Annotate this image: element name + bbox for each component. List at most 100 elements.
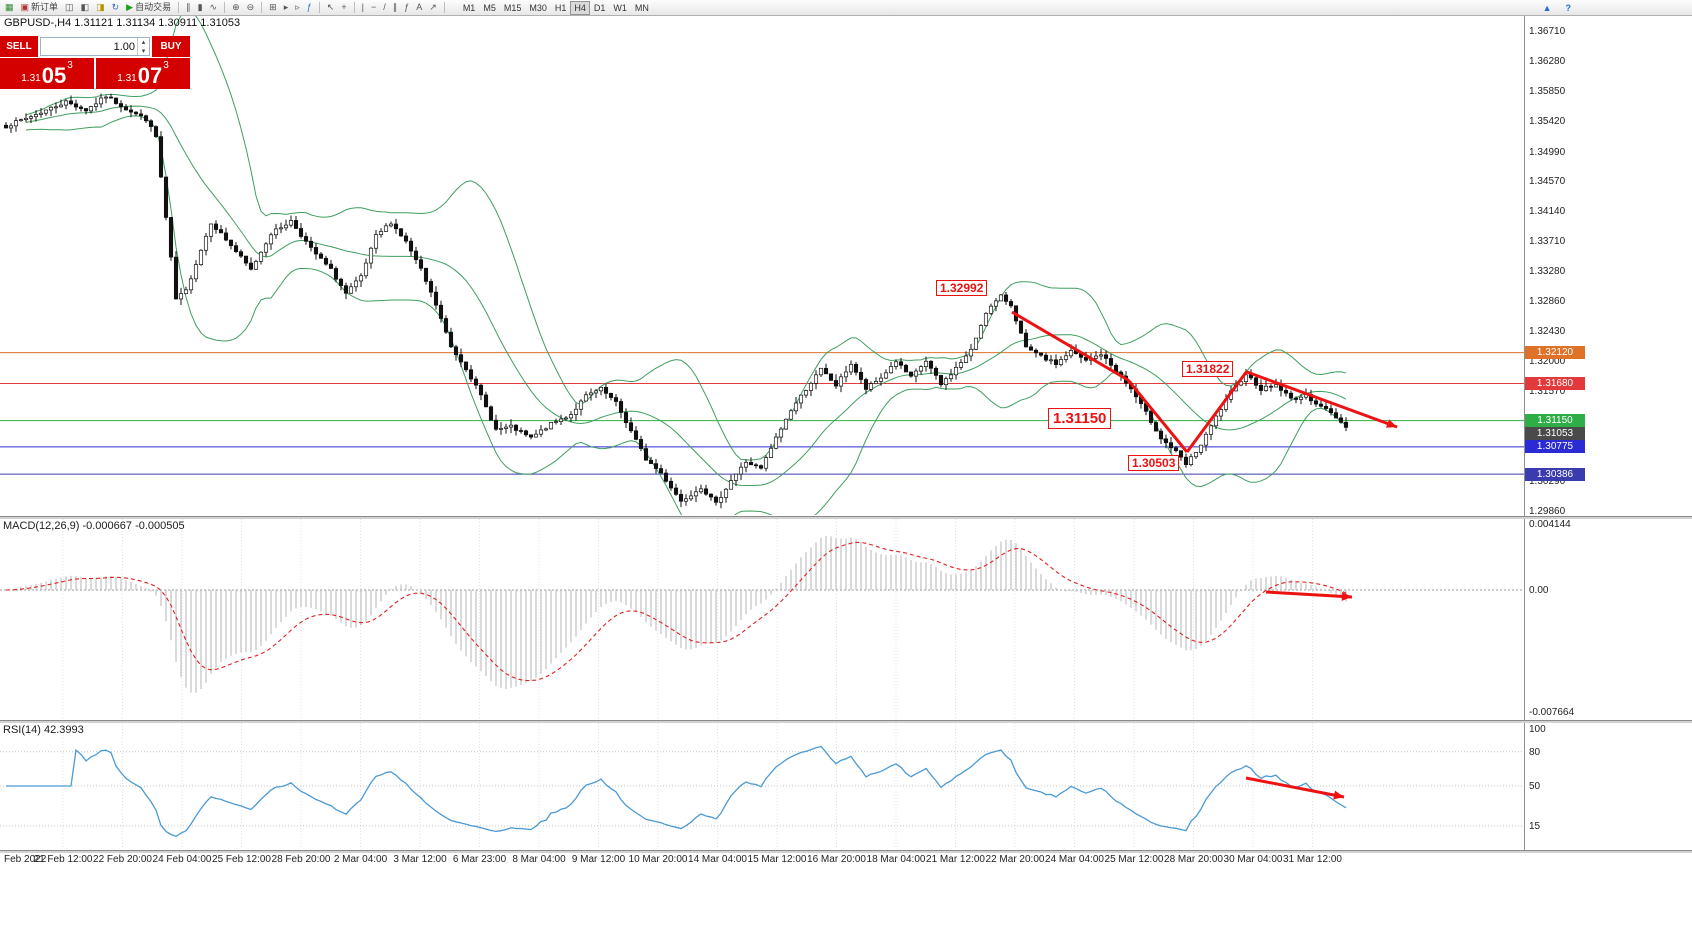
crosshair-icon: + <box>341 2 347 12</box>
line-chart-icon[interactable]: ∿ <box>207 0 221 15</box>
zoom-in-icon[interactable]: ⊕ <box>229 0 243 15</box>
projection-arrow[interactable] <box>1246 370 1398 429</box>
bollinger-upper <box>25 15 1347 461</box>
bollinger-lower <box>25 115 1347 515</box>
buy-price[interactable]: 1.31 07 3 <box>96 58 190 89</box>
horizontal-line-icon: − <box>370 2 377 12</box>
chart-window-icon[interactable]: ▦ <box>2 0 17 15</box>
rsi-layer <box>0 745 1524 838</box>
macd-arrow[interactable] <box>1265 590 1353 599</box>
arrows-tool-icon: ↗ <box>429 2 437 12</box>
buy-button[interactable]: BUY <box>152 36 190 57</box>
cursor-icon: ↖ <box>326 2 335 12</box>
toolbar: ▦ ▣ 新订单 ◫ ◧ ◨ ↻ ▶ 自动交易 ∥ ▮ ∿ ⊕ ⊖ ⊞ ▸ ▹ ƒ ↖ + | − / ∥ ƒ A ↗ M1 M5 M15 M… <box>0 0 1692 16</box>
tile-windows-icon[interactable]: ⊞ <box>266 0 280 15</box>
panel-splitter-macd[interactable] <box>0 516 1692 519</box>
macd-layer <box>0 536 1524 693</box>
grid-layer <box>62 519 1313 849</box>
buy-price-prefix: 1.31 <box>117 73 137 84</box>
panel-splitter-rsi[interactable] <box>0 720 1692 723</box>
toolbar-separator <box>261 2 263 13</box>
market-watch-icon: ◫ <box>65 2 74 12</box>
toolbar-right-icons: ▲? <box>1540 1 1574 16</box>
rsi-arrow[interactable] <box>1245 776 1345 799</box>
bar-chart-icon[interactable]: ∥ <box>183 0 194 15</box>
text-tool-icon[interactable]: A <box>413 0 425 15</box>
auto-scroll-icon[interactable]: ▸ <box>281 0 292 15</box>
data-window-icon: ◧ <box>80 2 90 12</box>
ohlc-header: GBPUSD-,H4 1.31121 1.31134 1.30911 1.310… <box>4 17 241 29</box>
chart-shift-icon[interactable]: ▹ <box>292 0 303 15</box>
timeframe-bar: M1 M5 M15 M30 H1 H4 D1 W1 MN <box>459 0 653 15</box>
volume-stepper[interactable]: ▴ ▾ <box>137 38 149 55</box>
rsi-indicator-label: RSI(14) 42.3993 <box>3 724 84 736</box>
macd-panel[interactable] <box>0 518 1524 720</box>
timeframe-d1[interactable]: D1 <box>593 2 606 13</box>
market-watch-icon[interactable]: ◫ <box>62 0 77 15</box>
sound-icon: ◨ <box>96 2 105 12</box>
trend-down-arrow[interactable] <box>1011 310 1189 453</box>
zoom-out-icon: ⊖ <box>246 2 255 12</box>
sound-icon[interactable]: ◨ <box>93 0 108 15</box>
buy-price-point: 3 <box>163 60 169 71</box>
toolbar-separator <box>318 2 320 13</box>
hlines-layer <box>0 352 1524 475</box>
timeframe-m30[interactable]: M30 <box>529 2 547 13</box>
vertical-line-icon[interactable]: | <box>359 0 367 15</box>
time-axis-border <box>0 850 1692 853</box>
sell-button[interactable]: SELL <box>0 36 38 57</box>
new-order-button-icon: ▣ <box>20 2 30 12</box>
timeframe-mn[interactable]: MN <box>634 2 649 13</box>
timeframe-m15[interactable]: M15 <box>503 2 522 13</box>
candlestick-icon[interactable]: ▮ <box>195 0 206 15</box>
zoom-out-icon[interactable]: ⊖ <box>244 0 258 15</box>
cursor-icon[interactable]: ↖ <box>324 0 338 15</box>
text-tool-icon: A <box>416 2 423 12</box>
arrows-tool-icon[interactable]: ↗ <box>426 0 440 15</box>
horizontal-line-icon[interactable]: − <box>368 0 379 15</box>
new-order-button[interactable]: ▣ 新订单 <box>18 0 62 15</box>
auto-scroll-icon: ▸ <box>283 2 289 12</box>
candles-layer <box>3 93 1349 509</box>
timeframe-m5[interactable]: M5 <box>483 2 496 13</box>
volume-value[interactable]: 1.00 <box>113 40 135 53</box>
timeframe-w1[interactable]: W1 <box>613 2 627 13</box>
vertical-line-icon: | <box>361 2 364 12</box>
time-axis[interactable] <box>0 850 1692 870</box>
sell-price-point: 3 <box>67 60 73 71</box>
auto-trading-button-icon: ▶ <box>126 2 134 12</box>
rsi-arrow-head <box>1333 790 1344 800</box>
volume-up-icon[interactable]: ▴ <box>141 39 146 46</box>
fibonacci-icon: ƒ <box>404 2 410 12</box>
bollinger-middle <box>25 105 1347 487</box>
data-window-icon[interactable]: ◧ <box>78 0 93 15</box>
new-order-button-label: 新订单 <box>31 2 59 12</box>
chart-window-icon: ▦ <box>5 2 14 12</box>
help-icon[interactable]: ? <box>1565 3 1572 13</box>
trendline-icon[interactable]: / <box>380 0 389 15</box>
volume-input[interactable]: 1.00 ▴ ▾ <box>40 37 150 56</box>
timeframe-m1[interactable]: M1 <box>462 2 476 13</box>
tile-windows-icon: ⊞ <box>269 2 277 12</box>
bar-chart-icon: ∥ <box>186 2 191 12</box>
volume-down-icon[interactable]: ▾ <box>141 48 146 55</box>
indicators-icon[interactable]: ƒ <box>304 0 315 15</box>
projection-arrow-head <box>1386 419 1397 428</box>
trend-up-arrow[interactable] <box>1185 370 1249 453</box>
crosshair-icon[interactable]: + <box>338 0 349 15</box>
timeframe-h1[interactable]: H1 <box>554 2 567 13</box>
timeframe-h4[interactable]: H4 <box>570 0 590 15</box>
upload-icon[interactable]: ▲ <box>1542 3 1552 13</box>
zoom-in-icon: ⊕ <box>232 2 240 12</box>
toolbar-separator <box>178 2 180 13</box>
refresh-icon[interactable]: ↻ <box>109 0 123 15</box>
channel-icon[interactable]: ∥ <box>390 0 401 15</box>
macd-indicator-label: MACD(12,26,9) -0.000667 -0.000505 <box>3 520 185 532</box>
bollinger-layer <box>25 15 1347 515</box>
macd-signal-line <box>5 541 1347 682</box>
sell-price[interactable]: 1.31 05 3 <box>0 58 94 89</box>
fibonacci-icon[interactable]: ƒ <box>401 0 412 15</box>
rsi-line <box>6 745 1347 838</box>
auto-trading-button[interactable]: ▶ 自动交易 <box>123 0 174 15</box>
